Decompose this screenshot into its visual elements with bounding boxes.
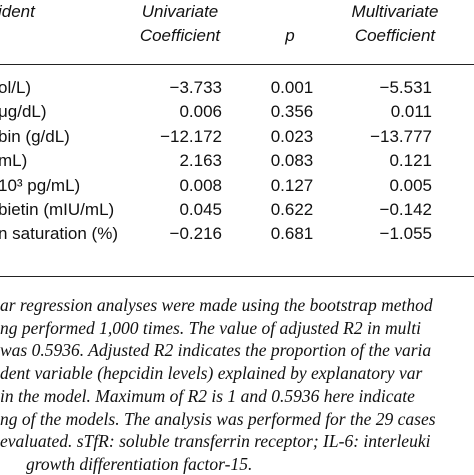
row-label: μg/dL): [0, 102, 47, 122]
cell: 0.045: [179, 200, 222, 219]
cell: −12.172: [160, 126, 222, 146]
row-label: ol/L): [0, 78, 32, 97]
footnote-line: in the model. Maximum of R2 is 1 and 0.5…: [0, 385, 415, 406]
row-label: n saturation (%): [0, 224, 118, 244]
header-rule: [0, 64, 474, 65]
column-header: Multivariate: [351, 2, 439, 21]
cell: −0.216: [169, 224, 222, 244]
cell: 0.023: [270, 126, 314, 146]
footnote-line: evaluated. sTfR: soluble transferrin rec…: [0, 431, 431, 452]
cell: 0.681: [270, 224, 314, 244]
cell: 0.011: [390, 102, 432, 122]
row-label: bin (g/dL): [0, 126, 70, 146]
cell: −1.055: [379, 224, 432, 244]
cell: 0.006: [179, 102, 222, 122]
row-label: mL): [0, 151, 28, 171]
footnote-line: was 0.5936. Adjusted R2 indicates the pr…: [0, 340, 432, 361]
cell: −5.531: [379, 78, 432, 97]
cell: −3.733: [169, 78, 222, 97]
cell: 0.008: [179, 175, 222, 195]
cell: 0.121: [389, 151, 432, 171]
cell: 0.083: [270, 151, 314, 171]
column-header: Coefficient: [139, 26, 221, 45]
column-header: p: [285, 26, 295, 45]
cell: −13.777: [370, 126, 432, 146]
cell: 0.356: [270, 102, 314, 122]
footnote-line: dent variable (hepcidin levels) explaine…: [0, 363, 423, 384]
cell: 0.001: [270, 78, 314, 97]
cell: 0.005: [389, 175, 432, 195]
footnote-line: ng performed 1,000 times. The value of a…: [0, 317, 421, 338]
footnote-line: ar regression analyses were made using t…: [0, 295, 433, 315]
cell: 0.127: [270, 175, 314, 195]
column-header: Univariate: [141, 2, 219, 21]
row-label: 10³ pg/mL): [0, 175, 81, 195]
footnote-line: growth differentiation factor-15.: [26, 453, 253, 474]
cell: 0.622: [270, 200, 314, 219]
row-label: bietin (mIU/mL): [0, 200, 115, 219]
column-header: ident: [0, 2, 35, 21]
footnote-line: ng of the models. The analysis was perfo…: [0, 408, 436, 429]
column-header: Coefficient: [354, 26, 436, 45]
cell: 2.163: [179, 151, 222, 171]
bottom-rule: [0, 276, 474, 277]
cell: −0.142: [379, 200, 432, 219]
